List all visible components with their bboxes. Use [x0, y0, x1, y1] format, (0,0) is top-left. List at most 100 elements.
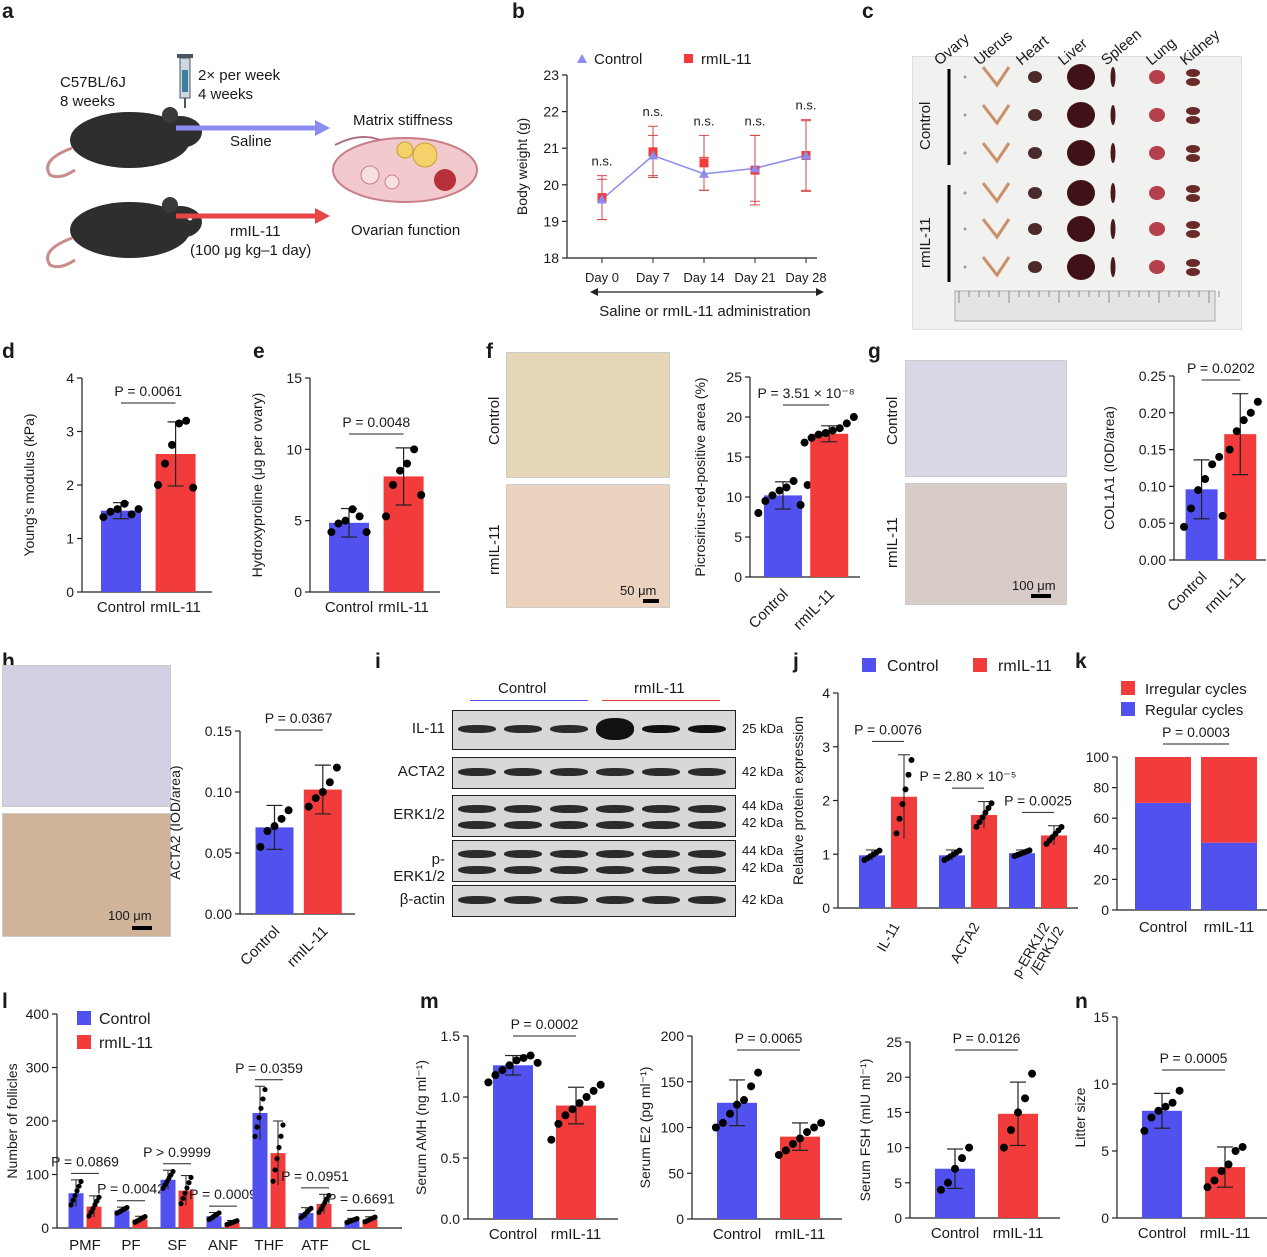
chart-l-point: [188, 1174, 194, 1181]
chart-k-x-label: rmIL-11: [1204, 919, 1255, 936]
chart-j-legend-rmil: rmIL-11: [998, 658, 1052, 675]
organ-uterus: [981, 66, 1011, 88]
chart-l-point: [68, 1202, 74, 1208]
chart-n-y-tick-label: 10: [1093, 1076, 1109, 1092]
chart-b-x-label: Day 7: [636, 270, 670, 285]
ovary-icon: [332, 135, 478, 203]
chart-m2-point: [774, 1150, 783, 1159]
chart-b-point-control: [801, 150, 811, 160]
chart-j-point: [956, 847, 963, 854]
chart-j-bar-control: [939, 855, 965, 908]
organ-photo-art: [947, 64, 1220, 322]
chart-f-point: [821, 429, 830, 437]
chart-k-pval: P = 0.0003: [1162, 724, 1230, 740]
panel-letter-n: n: [1075, 990, 1088, 1013]
chart-m3-point: [1021, 1094, 1030, 1103]
panel-letter-c: c: [862, 0, 874, 23]
chart-m2-point: [754, 1068, 763, 1077]
chart-k-x-label: Control: [1139, 919, 1187, 936]
chart-m1-point: [519, 1053, 528, 1062]
chart-m1-bar-rmil: [556, 1105, 596, 1219]
panel-letter-k: k: [1075, 650, 1087, 673]
chart-m1-point: [589, 1086, 598, 1095]
chart-j-x-label: IL-11: [873, 919, 902, 954]
chart-m2-point: [725, 1109, 734, 1118]
chart-m2-y-tick-label: 100: [661, 1120, 685, 1136]
blot-band: [688, 805, 726, 813]
organ-lung: [1149, 146, 1165, 160]
chart-l-point: [234, 1218, 240, 1224]
chart-m3-y-tick-label: 10: [886, 1140, 902, 1156]
organ-uterus: [981, 142, 1011, 164]
chart-f-y-tick-label: 20: [726, 409, 742, 425]
chart-d-point: [189, 483, 198, 492]
scalebar-f: [643, 599, 659, 603]
chart-b-x-label: Day 14: [683, 270, 724, 285]
blot-band: [504, 805, 542, 813]
organ-liver: [1067, 254, 1095, 280]
blot-band: [596, 821, 634, 829]
chart-n-point: [1168, 1098, 1177, 1107]
chart-f-x-label: Control: [746, 586, 792, 632]
organ-kidney: [1186, 145, 1200, 153]
chart-b-legend-control: Control: [594, 51, 642, 68]
chart-j-x-label: ACTA2: [947, 919, 983, 965]
chart-l-point: [142, 1214, 148, 1220]
chart-b-ns-label: n.s.: [643, 104, 664, 119]
panel-letter-d: d: [2, 340, 15, 363]
chart-e-y-tick-label: 5: [294, 513, 302, 529]
chart-j-point: [985, 804, 992, 811]
chart-n-point: [1147, 1113, 1156, 1122]
chart-m1-y-label: Serum AMH (ng ml⁻¹): [413, 1060, 429, 1195]
chart-h-y-tick-label: 0.15: [205, 723, 232, 739]
organ-lung: [1149, 186, 1165, 200]
chart-k-bar-irregular: [1135, 757, 1191, 803]
chart-l-pval: P = 0.0951: [281, 1168, 349, 1184]
chart-b-ns-label: n.s.: [745, 113, 766, 128]
chart-l-y-tick-label: 400: [26, 1006, 50, 1022]
chart-m3-pval: P = 0.0126: [953, 1030, 1021, 1046]
chart-m1-y-tick-label: 1.5: [441, 1028, 461, 1044]
chart-e-point: [341, 516, 350, 525]
blot-membrane-3: [452, 840, 736, 882]
chart-l-x-label: SF: [167, 1237, 186, 1254]
dosing-frequency: 2× per week: [198, 67, 281, 84]
chart-l-point: [260, 1096, 266, 1102]
chart-b-point-control: [648, 150, 658, 160]
chart-f-y-tick-label: 25: [726, 369, 742, 385]
chart-l-bar-rmil: [362, 1219, 378, 1228]
chart-m2-point: [733, 1100, 741, 1109]
chart-g-y-tick-label: 0.25: [1139, 368, 1166, 384]
blot-band: [504, 725, 542, 733]
blot-band: [688, 850, 726, 858]
chart-n-point: [1238, 1142, 1247, 1151]
blot-band: [504, 896, 542, 904]
chart-b-x-label: Day 28: [785, 270, 826, 285]
chart-h-point: [263, 827, 272, 836]
panel-letter-b: b: [512, 0, 525, 23]
chart-g-point: [1180, 522, 1188, 531]
blot-label-4: β-actin: [399, 891, 445, 908]
chart-k-legend-regular: Regular cycles: [1145, 702, 1243, 719]
ovarian-function-label: Ovarian function: [351, 222, 461, 239]
blot-group-control: Control: [498, 680, 547, 697]
chart-l-pval: P = 0.0042: [97, 1181, 165, 1197]
panel-letter-g: g: [868, 340, 881, 363]
chart-n-point: [1231, 1147, 1240, 1155]
blot-band: [596, 866, 634, 874]
chart-b-y-tick-label: 19: [543, 213, 559, 229]
blot-kda-label: 42 kDa: [742, 892, 784, 907]
blot-band: [504, 850, 542, 858]
chart-l-pval: P = 0.0359: [235, 1060, 303, 1076]
panel-letter-j: j: [793, 650, 799, 673]
organ-kidney: [1186, 69, 1200, 77]
scalebar-h-label: 100 μm: [108, 908, 152, 923]
chart-h-point: [325, 778, 334, 787]
organ-kidney: [1186, 194, 1200, 202]
blot-kda-label: 44 kDa: [742, 843, 784, 858]
chart-k-y-tick-label: 0: [1101, 902, 1109, 918]
chart-f-point: [754, 509, 763, 517]
chart-m3-point: [943, 1178, 952, 1187]
chart-l-point: [70, 1197, 76, 1203]
micrograph-h-control: [2, 665, 171, 807]
